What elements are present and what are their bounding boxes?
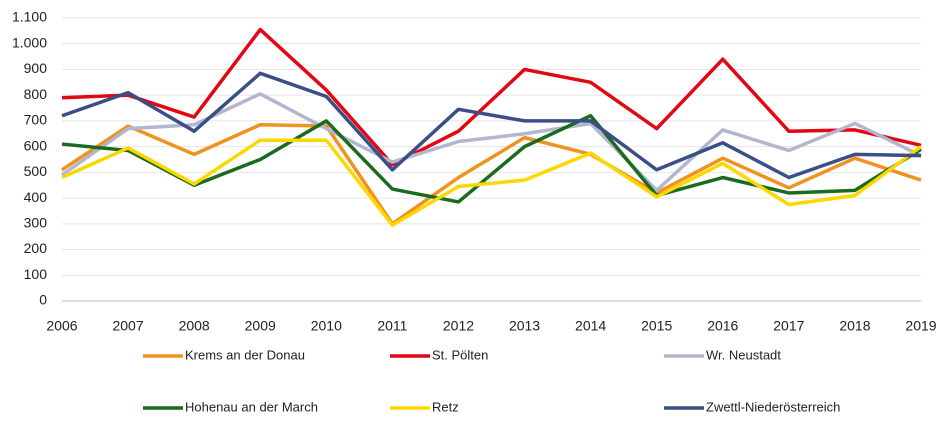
series-line [61, 27, 922, 167]
y-tick-label: 1.100 [12, 9, 47, 25]
y-tick-label: 0 [39, 292, 47, 308]
y-tick-label: 1.000 [12, 34, 47, 50]
legend-label: Retz [432, 399, 459, 414]
x-tick-label: 2017 [773, 318, 804, 334]
y-tick-label: 900 [24, 60, 48, 76]
series-line [61, 123, 922, 226]
x-tick-label: 2016 [707, 318, 738, 334]
x-tick-label: 2007 [112, 318, 143, 334]
y-tick-label: 300 [24, 215, 48, 231]
legend-label: Zwettl-Niederösterreich [706, 399, 840, 414]
legend-label: St. Pölten [432, 347, 488, 362]
series-line [61, 114, 922, 204]
legend-label: Hohenau an der March [185, 399, 318, 414]
y-tick-label: 800 [24, 86, 48, 102]
legend-label: Wr. Neustadt [706, 347, 781, 362]
x-tick-label: 2009 [245, 318, 276, 334]
y-tick-label: 200 [24, 240, 48, 256]
x-tick-label: 2010 [311, 318, 342, 334]
x-tick-label: 2014 [575, 318, 606, 334]
series-line [61, 71, 922, 180]
y-tick-label: 500 [24, 163, 48, 179]
x-tick-label: 2011 [377, 318, 407, 334]
y-tick-label: 100 [24, 266, 48, 282]
x-tick-label: 2018 [839, 318, 870, 334]
x-tick-label: 2012 [443, 318, 474, 334]
x-tick-label: 2019 [905, 318, 936, 334]
x-tick-label: 2006 [46, 318, 77, 334]
series-line [61, 138, 923, 227]
x-tick-label: 2015 [641, 318, 672, 334]
legend-label: Krems an der Donau [185, 347, 305, 362]
y-tick-label: 700 [24, 112, 48, 128]
x-tick-label: 2013 [509, 318, 540, 334]
x-tick-label: 2008 [179, 318, 210, 334]
y-tick-label: 600 [24, 137, 48, 153]
y-tick-label: 400 [24, 189, 48, 205]
